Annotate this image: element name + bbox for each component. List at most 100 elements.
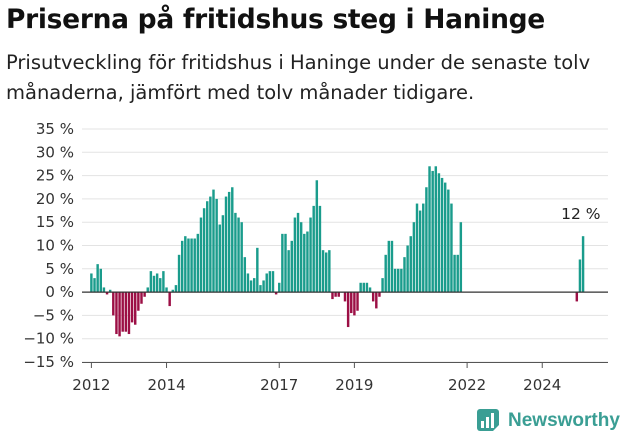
- bar: [168, 292, 171, 307]
- bar: [334, 292, 337, 297]
- bar: [121, 292, 124, 332]
- bar: [456, 254, 459, 293]
- bar: [162, 271, 165, 293]
- bar: [271, 271, 275, 293]
- bar: [581, 236, 585, 293]
- bar: [415, 203, 419, 293]
- y-tick-label: −15 %: [23, 353, 74, 371]
- bar: [434, 166, 438, 293]
- y-tick-label: 20 %: [36, 190, 74, 208]
- bar: [422, 203, 425, 293]
- y-tick-label: 5 %: [45, 260, 74, 278]
- y-tick-label: 35 %: [36, 120, 74, 138]
- bar: [159, 278, 162, 293]
- bar: [252, 278, 256, 293]
- bar: [184, 236, 187, 293]
- bar: [243, 257, 247, 293]
- chart-title: Priserna på fritidshus steg i Haninge: [6, 4, 545, 35]
- bar: [418, 210, 422, 293]
- bar: [459, 222, 463, 293]
- bar: [187, 238, 190, 293]
- bar: [218, 224, 221, 293]
- bar: [227, 191, 231, 293]
- newsworthy-logo-icon: [477, 409, 499, 431]
- bar: [428, 166, 431, 293]
- bar: [575, 292, 579, 302]
- bar: [152, 275, 156, 293]
- bar: [324, 252, 328, 293]
- bar: [90, 273, 93, 293]
- y-tick-label: 25 %: [36, 167, 74, 185]
- y-tick-label: 10 %: [36, 237, 74, 255]
- bar: [96, 264, 99, 293]
- bar: [337, 292, 340, 297]
- bar: [315, 180, 319, 293]
- bar: [224, 196, 228, 293]
- bar: [412, 222, 416, 293]
- y-tick-label: 0 %: [45, 283, 74, 301]
- bar: [443, 182, 447, 293]
- bar: [240, 222, 243, 293]
- bar: [450, 203, 453, 293]
- bar: [371, 292, 375, 302]
- newsworthy-brand: Newsworthy: [476, 408, 620, 434]
- bar: [318, 205, 322, 293]
- bar: [190, 238, 193, 293]
- bar: [262, 280, 265, 293]
- x-tick-label: 2022: [448, 376, 486, 394]
- bar: [431, 170, 434, 293]
- bar: [440, 177, 444, 293]
- bar: [303, 233, 306, 293]
- bar: [343, 292, 347, 302]
- bar: [202, 208, 206, 293]
- bar: [425, 187, 428, 293]
- bar: [209, 196, 212, 293]
- x-tick-label: 2019: [335, 376, 373, 394]
- bar: [356, 292, 359, 311]
- bar: [180, 240, 184, 293]
- bar: [265, 273, 268, 293]
- bar: [246, 273, 250, 293]
- x-axis: 2012 2014 2017 2019 2022 2024: [72, 362, 608, 394]
- bar: [293, 217, 297, 293]
- bar: [237, 217, 240, 293]
- y-axis: 35 % 30 % 25 % 20 % 15 % 10 % 5 % 0 % −5 % −10 % −…: [23, 120, 74, 371]
- bar: [384, 254, 387, 293]
- bar: [406, 245, 409, 293]
- bar: [284, 233, 287, 293]
- bar: [196, 233, 200, 293]
- y-tick-label: 15 %: [36, 213, 74, 231]
- bar: [105, 292, 109, 295]
- bar: [155, 273, 159, 293]
- bar: [578, 259, 582, 293]
- bar: [231, 187, 234, 293]
- bar: [146, 287, 149, 293]
- bar: [268, 271, 272, 293]
- bar: [108, 289, 112, 293]
- bar: [221, 215, 225, 293]
- brand-name: Newsworthy: [508, 410, 620, 431]
- bar: [346, 292, 350, 328]
- bar: [437, 173, 441, 293]
- bar: [375, 292, 378, 309]
- y-tick-label: 30 %: [36, 143, 74, 161]
- bar: [206, 201, 209, 293]
- bar: [453, 254, 456, 293]
- bar: [130, 292, 134, 323]
- bar: [93, 278, 96, 293]
- bar: [259, 285, 262, 293]
- y-tick-label: −10 %: [23, 330, 74, 348]
- bar: [381, 278, 384, 293]
- bar: [99, 268, 102, 293]
- bar: [365, 282, 369, 293]
- x-tick-label: 2024: [523, 376, 561, 394]
- bar: [309, 217, 312, 293]
- bar: [331, 292, 334, 300]
- bar: [127, 292, 131, 335]
- bar: [403, 257, 406, 293]
- y-tick-label: −5 %: [33, 306, 74, 324]
- bar: [362, 282, 365, 293]
- latest-value-label: 12 %: [561, 205, 600, 223]
- bar: [149, 271, 153, 293]
